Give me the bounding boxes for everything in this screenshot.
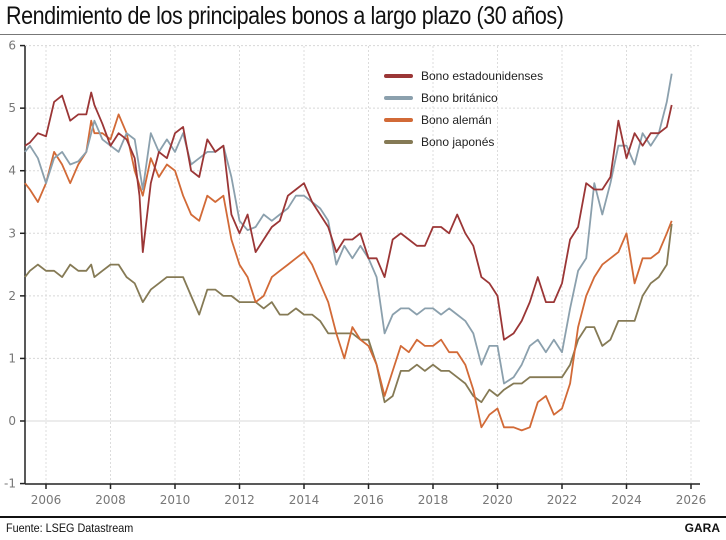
x-tick-label: 2010 <box>160 493 191 507</box>
y-tick-label: 0 <box>8 414 16 428</box>
brand-logo: GARA <box>684 521 720 535</box>
chart-title: Rendimiento de los principales bonos a l… <box>6 2 564 30</box>
x-tick-label: 2018 <box>418 493 449 507</box>
series-line-3 <box>24 223 673 404</box>
x-tick-label: 2026 <box>676 493 707 507</box>
x-tick-label: 2022 <box>547 493 578 507</box>
axes: 6 5 4 3 2 1 0 -1 2006 2008 2010 2012 2014 2016 2018 202… <box>4 39 706 507</box>
title-divider <box>0 34 726 35</box>
series-lines <box>24 73 673 432</box>
x-tick-label: 2016 <box>353 493 384 507</box>
line-chart: 6 5 4 3 2 1 0 -1 2006 2008 2010 2012 2014 2016 2018 202… <box>4 39 706 507</box>
x-tick-label: 2006 <box>31 493 62 507</box>
series-line-1 <box>24 73 673 385</box>
legend-label: Bono japonés <box>421 135 494 149</box>
x-tick-label: 2008 <box>95 493 126 507</box>
x-tick-label: 2020 <box>482 493 513 507</box>
series-line-0 <box>24 91 673 341</box>
x-tick-label: 2014 <box>289 493 320 507</box>
series-line-2 <box>24 113 673 432</box>
y-tick-label: 3 <box>8 226 16 240</box>
x-tick-label: 2024 <box>611 493 642 507</box>
legend-label: Bono alemán <box>421 113 492 127</box>
x-tick-label: 2012 <box>224 493 255 507</box>
y-tick-label: 1 <box>8 351 16 365</box>
y-tick-label: 5 <box>8 101 16 115</box>
legend: Bono estadounidenses Bono británico Bono a… <box>384 69 543 149</box>
y-tick-label: 4 <box>8 164 16 178</box>
legend-label: Bono estadounidenses <box>421 69 543 83</box>
source-note: Fuente: LSEG Datastream <box>6 521 134 535</box>
grid <box>25 45 700 484</box>
footer-divider <box>0 516 726 518</box>
y-tick-label: 2 <box>8 289 16 303</box>
legend-label: Bono británico <box>421 91 498 105</box>
y-tick-label: 6 <box>8 39 16 53</box>
y-tick-label: -1 <box>4 477 16 491</box>
